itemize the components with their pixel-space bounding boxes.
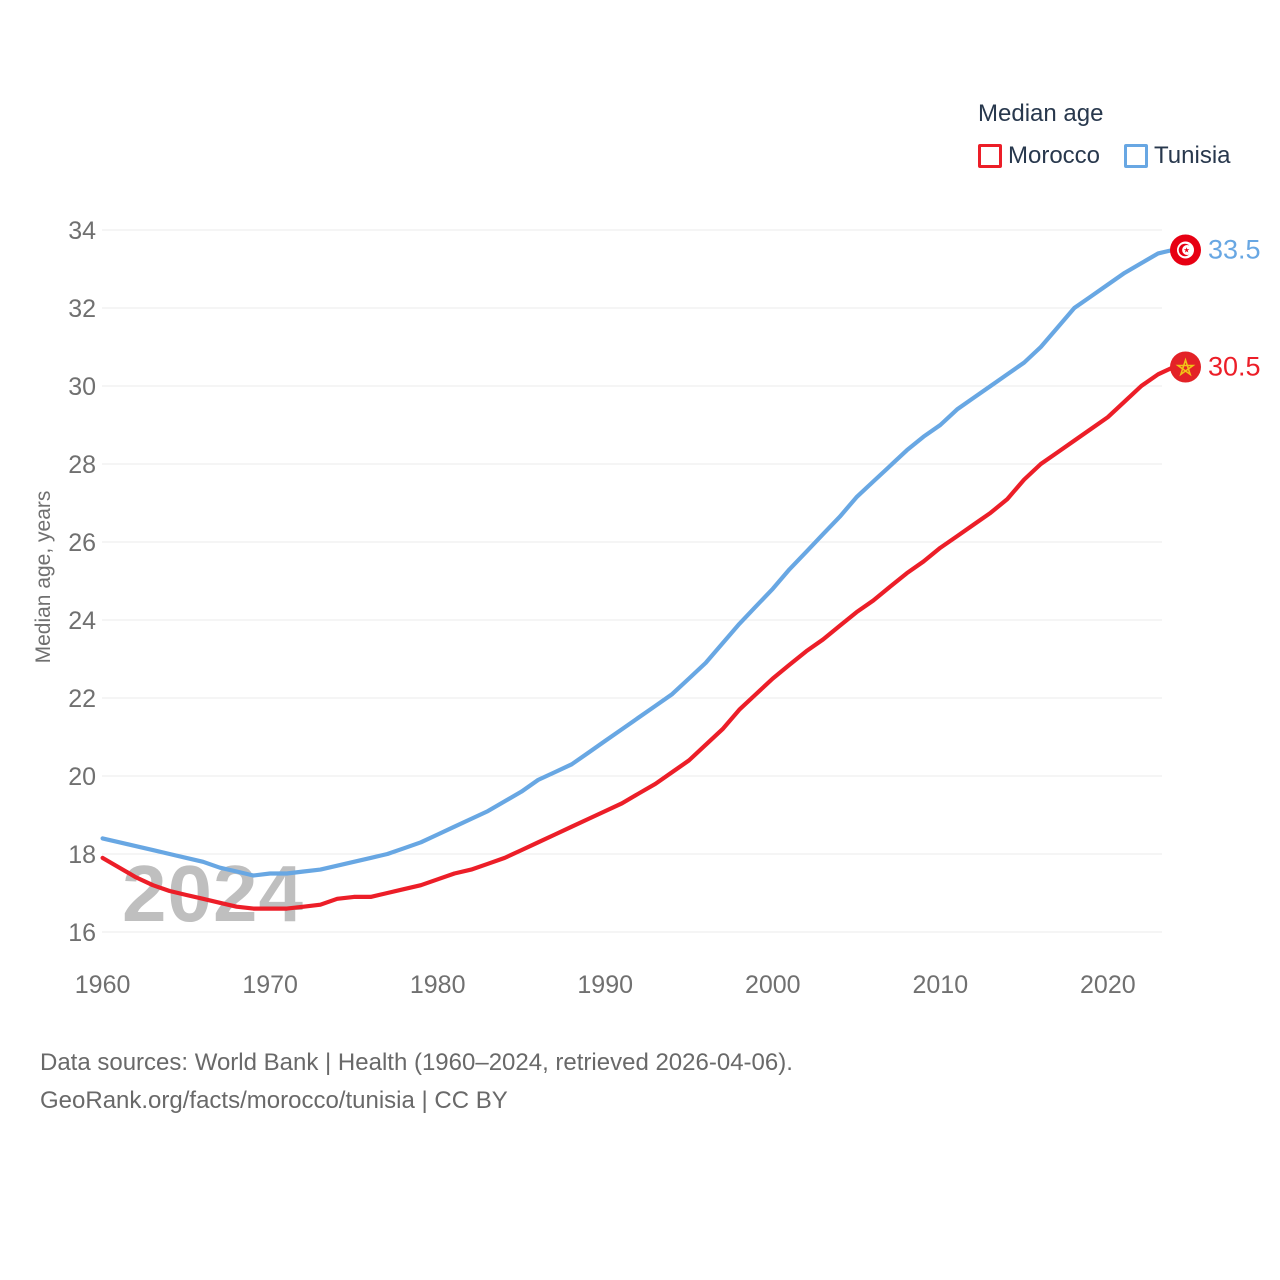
legend-label-morocco: Morocco xyxy=(1008,142,1101,169)
morocco-end-value: 30.5 xyxy=(1208,351,1261,381)
x-tick-label: 1980 xyxy=(410,971,466,999)
legend-title: Median age xyxy=(978,100,1104,127)
x-tick-label: 2020 xyxy=(1080,971,1136,999)
y-tick-label: 26 xyxy=(68,529,96,557)
gridlines xyxy=(102,229,1162,933)
legend-items: Morocco Tunisia xyxy=(978,142,1231,170)
legend-item-tunisia[interactable]: Tunisia xyxy=(1124,142,1231,170)
y-tick-label: 28 xyxy=(68,451,96,479)
y-tick-label: 24 xyxy=(68,607,96,635)
tunisia-end-label: ★ 33.5 xyxy=(1170,234,1261,265)
y-tick-label: 18 xyxy=(68,841,96,869)
tunisia-line xyxy=(100,247,1177,878)
x-tick-label: 1960 xyxy=(75,971,131,999)
footer: Data sources: World Bank | Health (1960–… xyxy=(40,1044,793,1120)
legend-item-morocco[interactable]: Morocco xyxy=(978,142,1100,170)
x-tick-label: 1970 xyxy=(242,971,298,999)
watermark-2024: 2024 xyxy=(122,849,304,938)
x-tick-label: 2000 xyxy=(745,971,801,999)
legend-label-tunisia: Tunisia xyxy=(1154,142,1231,169)
morocco-end-label: 30.5 xyxy=(1170,351,1261,382)
svg-text:★: ★ xyxy=(1183,245,1190,254)
morocco-swatch-icon xyxy=(978,144,1002,168)
y-tick-label: 20 xyxy=(68,763,96,791)
morocco-line xyxy=(100,364,1177,911)
axis-tick-labels: 16 18 20 22 24 26 28 30 32 34 1960 1970 1980 1990 2000… xyxy=(68,217,1135,999)
tunisia-swatch-icon xyxy=(1124,144,1149,168)
tunisia-flag-icon: ★ xyxy=(1170,234,1201,265)
y-tick-label: 34 xyxy=(68,217,96,245)
morocco-flag-icon xyxy=(1170,351,1201,382)
x-tick-label: 2010 xyxy=(912,971,968,999)
footer-attribution-line: GeoRank.org/facts/morocco/tunisia | CC B… xyxy=(40,1087,508,1114)
tunisia-end-value: 33.5 xyxy=(1208,234,1261,264)
footer-sources-line: Data sources: World Bank | Health (1960–… xyxy=(40,1049,793,1076)
legend: Median age Morocco Tunisia xyxy=(978,100,1231,170)
y-tick-label: 32 xyxy=(68,295,96,323)
series-lines xyxy=(100,247,1177,911)
x-tick-label: 1990 xyxy=(577,971,633,999)
y-tick-label: 30 xyxy=(68,373,96,401)
y-tick-label: 16 xyxy=(68,919,96,947)
y-tick-label: 22 xyxy=(68,685,96,713)
y-axis-title: Median age, years xyxy=(32,490,55,664)
